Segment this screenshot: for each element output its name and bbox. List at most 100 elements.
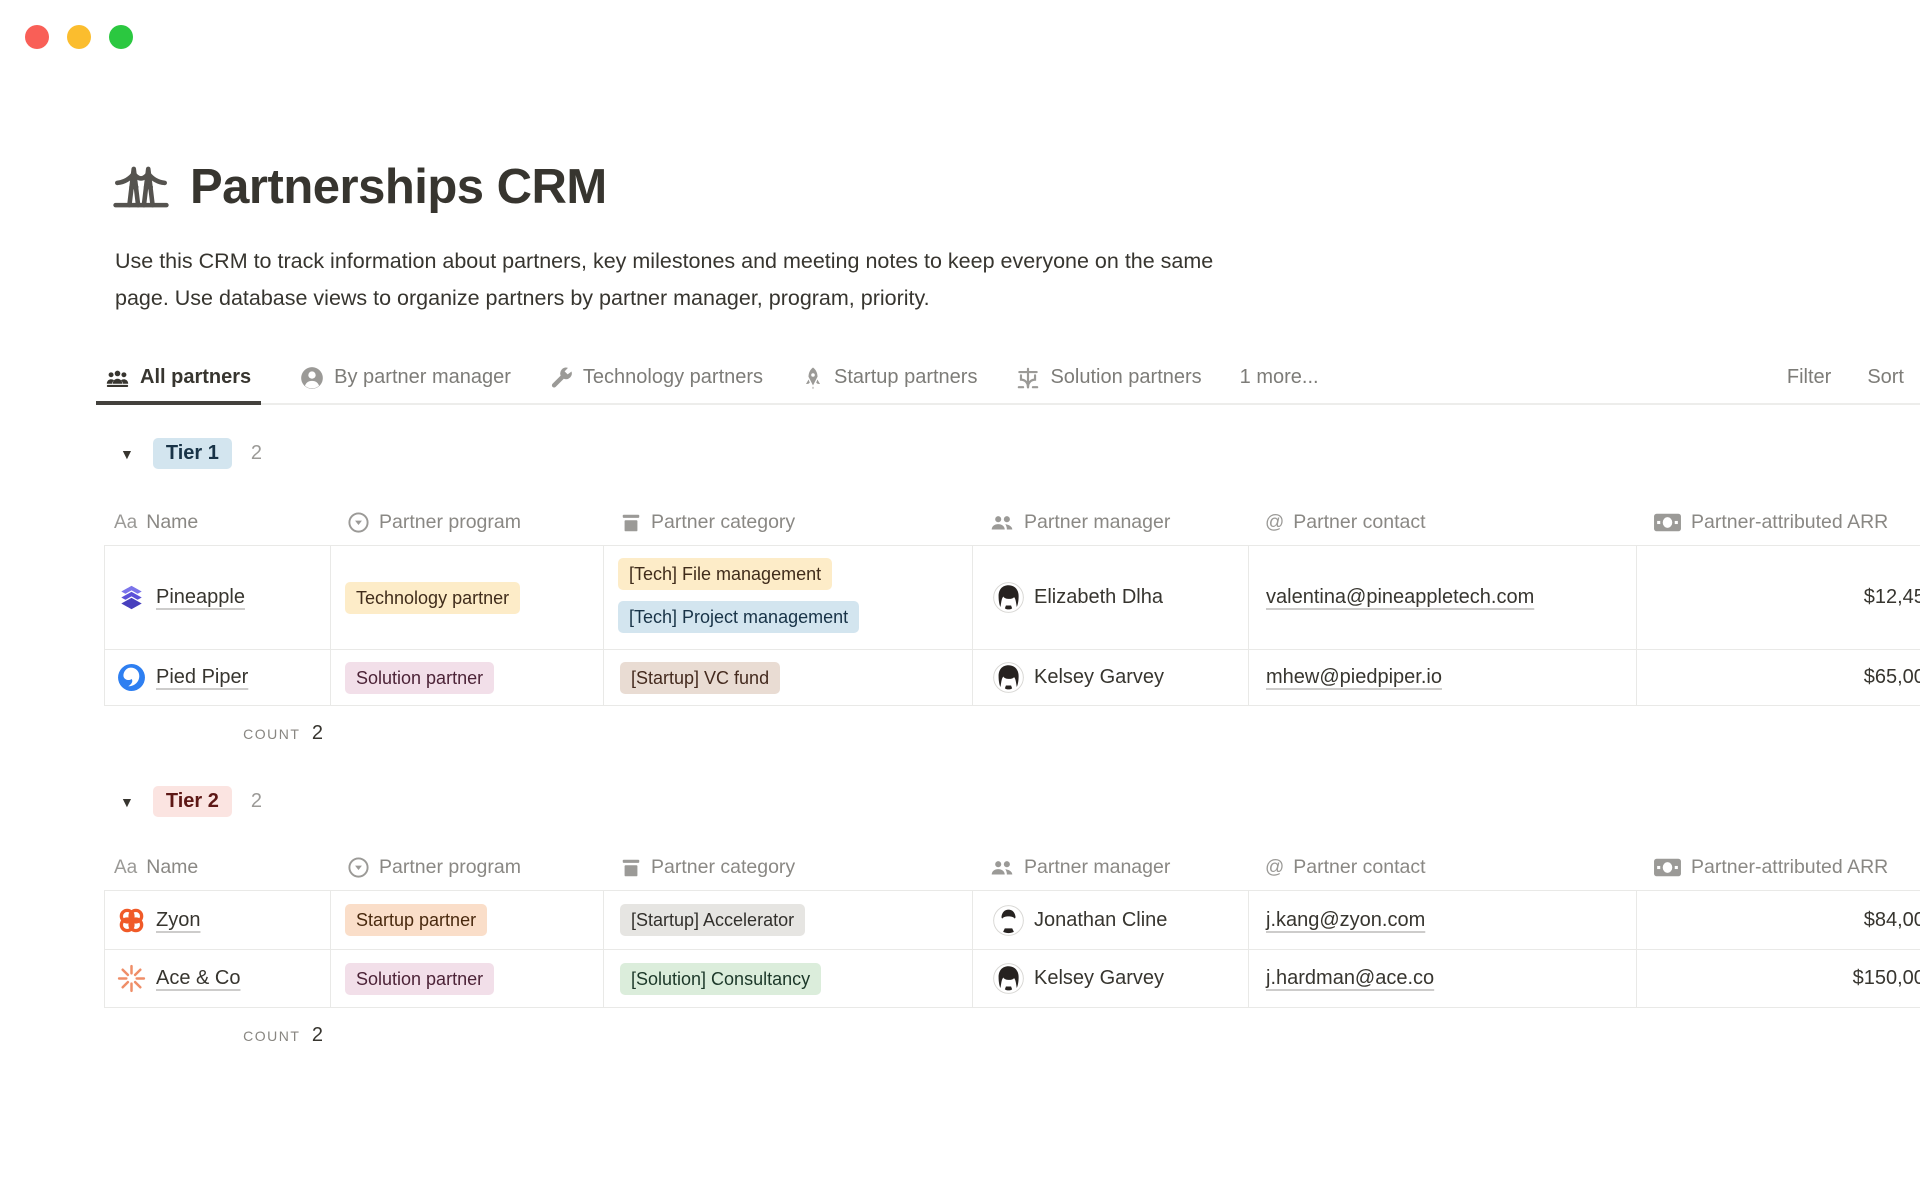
program-cell[interactable]: Solution partner [331,950,604,1008]
name-cell[interactable]: Ace & Co [104,950,331,1008]
window-controls [25,25,133,49]
email-link[interactable]: mhew@piedpiper.io [1266,666,1442,688]
zoom-window-button[interactable] [109,25,133,49]
people-icon [989,855,1015,881]
column-header-partner-program[interactable]: Partner program [331,845,604,890]
arr-cell[interactable]: $150,000 [1637,950,1920,1008]
partner-name-link[interactable]: Pied Piper [156,666,249,688]
program-badge[interactable]: Solution partner [345,962,495,995]
tab-solution-partners[interactable]: Solution partners [1015,352,1202,403]
group-count: 2 [250,790,262,812]
table-row: Pineapple Technology partner [Tech] File… [104,546,1920,650]
arr-value: $84,000 [1863,908,1920,931]
email-link[interactable]: j.hardman@ace.co [1266,967,1435,989]
email-link[interactable]: j.kang@zyon.com [1266,908,1426,931]
tier-1-badge[interactable]: Tier 1 [152,438,232,469]
column-label: Partner program [379,856,521,878]
column-label: Name [146,511,199,533]
group-count-row[interactable]: COUNT 2 [104,722,331,745]
partner-name-link[interactable]: Zyon [156,908,201,931]
column-header-name[interactable]: Aa Name [104,845,331,890]
arr-value: $150,000 [1852,967,1920,989]
table-row: Ace & Co Solution partner [Solution] Con… [104,950,1920,1008]
tab-technology-partners[interactable]: Technology partners [549,352,763,403]
email-link[interactable]: valentina@pineappletech.com [1266,586,1535,608]
tab-by-partner-manager[interactable]: By partner manager [299,352,511,403]
tab-more-views[interactable]: 1 more... [1240,352,1319,403]
program-cell[interactable]: Technology partner [331,546,604,650]
column-header-partner-attributed-arr[interactable]: Partner-attributed ARR [1637,845,1920,890]
manager-cell[interactable]: Kelsey Garvey [973,950,1249,1008]
contact-cell[interactable]: j.kang@zyon.com [1249,891,1637,950]
category-cell[interactable]: [Startup] Accelerator [604,891,973,950]
column-header-name[interactable]: Aa Name [104,500,331,545]
tab-all-partners[interactable]: All partners [96,352,262,405]
name-cell[interactable]: Zyon [104,891,331,950]
category-cell[interactable]: [Solution] Consultancy [604,950,973,1008]
page-description[interactable]: Use this CRM to track information about … [115,243,1213,317]
column-header-partner-category[interactable]: Partner category [604,500,973,545]
group-count-row[interactable]: COUNT 2 [104,1024,331,1047]
name-cell[interactable]: Pineapple [104,546,331,650]
column-header-partner-contact[interactable]: @ Partner contact [1249,500,1637,545]
partner-name-link[interactable]: Pineapple [156,586,245,608]
page-title[interactable]: Partnerships CRM [190,160,607,214]
tab-label: Solution partners [1050,366,1202,388]
collapse-triangle-icon[interactable]: ▼ [120,445,134,462]
column-label: Partner program [379,511,521,533]
tab-startup-partners[interactable]: Startup partners [801,352,977,403]
group-count: 2 [250,442,262,464]
category-badge[interactable]: [Tech] Project management [618,601,860,633]
column-label: Partner manager [1024,511,1171,533]
name-cell[interactable]: Pied Piper [104,650,331,706]
minimize-window-button[interactable] [67,25,91,49]
partner-name-link[interactable]: Ace & Co [156,967,241,989]
category-badge[interactable]: [Solution] Consultancy [620,962,822,995]
money-icon [1653,512,1682,533]
column-header-partner-manager[interactable]: Partner manager [973,845,1249,890]
category-badge[interactable]: [Startup] Accelerator [620,904,806,936]
column-header-partner-manager[interactable]: Partner manager [973,500,1249,545]
manager-name: Elizabeth Dlha [1034,586,1163,608]
manager-cell[interactable]: Jonathan Cline [973,891,1249,950]
tab-label: 1 more... [1239,366,1319,388]
tab-label: Startup partners [834,366,978,388]
arr-value: $65,000 [1863,666,1920,688]
text-icon: Aa [114,856,138,878]
category-cell[interactable]: [Startup] VC fund [604,650,973,706]
program-badge[interactable]: Technology partner [345,581,521,614]
tier-2-badge[interactable]: Tier 2 [152,786,232,817]
table-header-row: Aa Name Partner program Partner category… [104,500,1920,546]
category-badge[interactable]: [Startup] VC fund [620,661,781,694]
program-cell[interactable]: Startup partner [331,891,604,950]
program-cell[interactable]: Solution partner [331,650,604,706]
collapse-triangle-icon[interactable]: ▼ [120,793,134,810]
ace-logo [117,964,146,993]
manager-cell[interactable]: Kelsey Garvey [973,650,1249,706]
column-header-partner-contact[interactable]: @ Partner contact [1249,845,1637,890]
group-header-tier-2: ▼ Tier 2 2 [120,786,262,817]
column-label: Name [146,856,199,878]
column-header-partner-program[interactable]: Partner program [331,500,604,545]
filter-button[interactable]: Filter [1786,366,1832,388]
sort-button[interactable]: Sort [1867,366,1904,388]
category-cell[interactable]: [Tech] File management [Tech] Project ma… [604,546,973,650]
contact-cell[interactable]: j.hardman@ace.co [1249,950,1637,1008]
arr-value: $12,450 [1863,586,1920,608]
category-badge[interactable]: [Tech] File management [618,558,833,590]
page-header: Partnerships CRM [112,158,607,216]
column-label: Partner manager [1024,856,1171,878]
program-badge[interactable]: Solution partner [345,661,495,694]
arr-cell[interactable]: $65,000 [1637,650,1920,706]
manager-cell[interactable]: Elizabeth Dlha [973,546,1249,650]
arr-cell[interactable]: $84,000 [1637,891,1920,950]
column-header-partner-attributed-arr[interactable]: Partner-attributed ARR [1637,500,1920,545]
program-badge[interactable]: Startup partner [345,904,488,936]
contact-cell[interactable]: valentina@pineappletech.com [1249,546,1637,650]
table-row: Zyon Startup partner [Startup] Accelerat… [104,891,1920,950]
contact-cell[interactable]: mhew@piedpiper.io [1249,650,1637,706]
arr-cell[interactable]: $12,450 [1637,546,1920,650]
group-header-tier-1: ▼ Tier 1 2 [120,438,262,469]
column-header-partner-category[interactable]: Partner category [604,845,973,890]
close-window-button[interactable] [25,25,49,49]
